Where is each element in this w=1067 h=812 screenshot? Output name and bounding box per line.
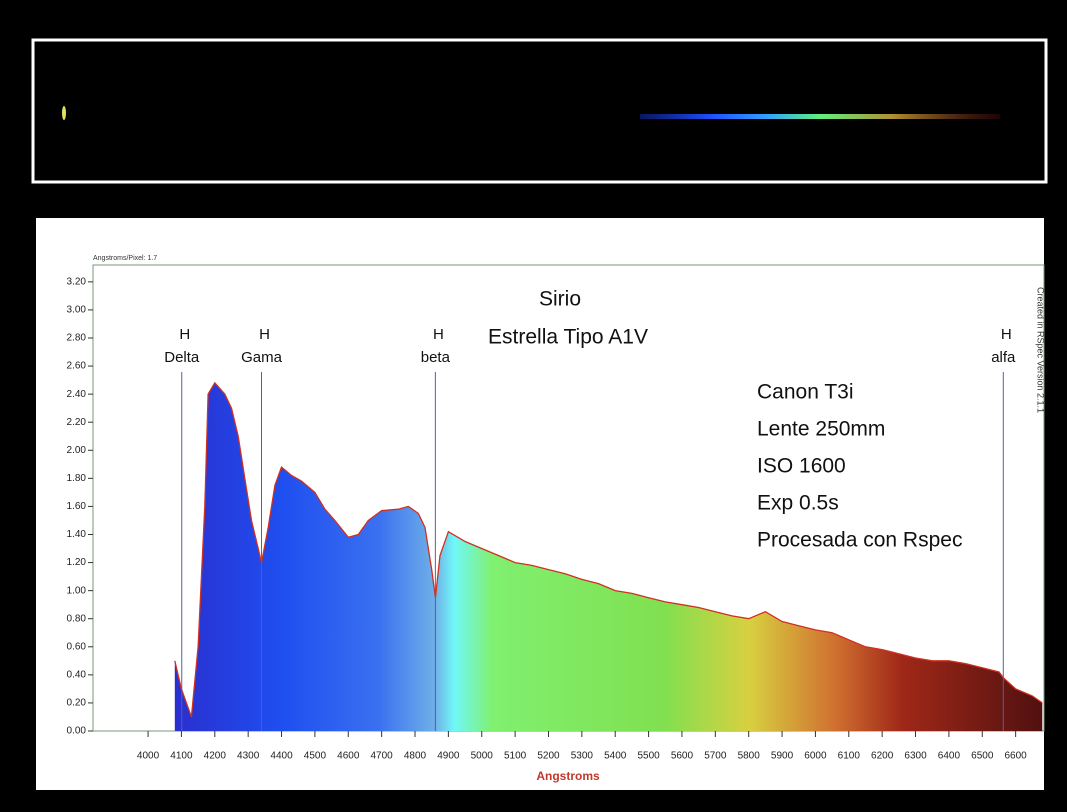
y-tick-label: 0.00: [67, 726, 87, 737]
x-tick-label: 5800: [738, 751, 761, 762]
spectrum-strip: [640, 114, 1000, 119]
y-tick-label: 0.40: [67, 669, 87, 680]
y-tick-label: 2.20: [67, 417, 87, 428]
annotation-label: H: [259, 326, 270, 343]
x-tick-label: 5200: [537, 751, 560, 762]
y-tick-label: 0.60: [67, 641, 87, 652]
annotation-label: beta: [421, 349, 451, 366]
note: ISO 1600: [757, 455, 846, 478]
x-tick-label: 5100: [504, 751, 527, 762]
x-tick-label: 6300: [904, 751, 927, 762]
y-tick-label: 2.60: [67, 361, 87, 372]
y-tick-label: 1.40: [67, 529, 87, 540]
x-tick-label: 5500: [637, 751, 660, 762]
spectrum-image: [31, 38, 1048, 184]
x-tick-label: 5600: [671, 751, 694, 762]
x-tick-label: 5400: [604, 751, 627, 762]
x-axis-label: Angstroms: [536, 769, 600, 783]
plot: 0.00 0.20 0.40 0.60 0.80 1.00 1.20 1.40 1.60 1.80…: [67, 276, 1043, 762]
star-image: [62, 106, 66, 120]
annotation-label: H: [433, 326, 444, 343]
y-tick-label: 2.40: [67, 389, 87, 400]
y-tick-label: 3.00: [67, 305, 87, 316]
y-tick-label: 2.80: [67, 333, 87, 344]
chart-title: Sirio: [539, 288, 581, 311]
y-tick-label: 1.60: [67, 501, 87, 512]
x-tick-label: 5900: [771, 751, 794, 762]
x-tick-label: 6000: [804, 751, 827, 762]
y-tick-label: 1.80: [67, 473, 87, 484]
x-tick-label: 6400: [938, 751, 961, 762]
x-tick-label: 4900: [437, 751, 460, 762]
x-tick-label: 4700: [371, 751, 394, 762]
scale-note: Angstroms/Pixel: 1.7: [93, 255, 157, 262]
x-tick-label: 5300: [571, 751, 594, 762]
x-tick-label: 6100: [838, 751, 861, 762]
x-tick-label: 5700: [704, 751, 727, 762]
note: Canon T3i: [757, 381, 854, 404]
y-tick-label: 2.00: [67, 445, 87, 456]
note: Procesada con Rspec: [757, 529, 962, 552]
credit: Created in RSpec Version 2.1.1: [1036, 287, 1046, 413]
y-tick-label: 1.00: [67, 585, 87, 596]
x-tick-label: 4000: [137, 751, 160, 762]
annotation-label: Gama: [241, 349, 283, 366]
note: Lente 250mm: [757, 418, 885, 441]
spectrum-area: [174, 382, 1043, 731]
note: Exp 0.5s: [757, 492, 839, 515]
y-tick-label: 0.80: [67, 613, 87, 624]
annotation-label: Delta: [164, 349, 200, 366]
y-tick-label: 1.20: [67, 557, 87, 568]
x-tick-label: 6600: [1005, 751, 1028, 762]
annotation-label: H: [179, 326, 190, 343]
x-tick-label: 4800: [404, 751, 427, 762]
y-tick-label: 3.20: [67, 276, 87, 287]
x-tick-label: 4100: [170, 751, 193, 762]
x-tick-label: 6200: [871, 751, 894, 762]
annotation-label: alfa: [991, 349, 1016, 366]
y-tick-label: 0.20: [67, 698, 87, 709]
x-tick-label: 4400: [270, 751, 293, 762]
x-tick-label: 6500: [971, 751, 994, 762]
x-tick-label: 4200: [204, 751, 227, 762]
x-tick-label: 4300: [237, 751, 260, 762]
x-tick-label: 4600: [337, 751, 360, 762]
annotation-label: H: [1001, 326, 1012, 343]
spectrum-line: [174, 381, 1043, 718]
x-tick-label: 5000: [471, 751, 494, 762]
x-tick-label: 4500: [304, 751, 327, 762]
chart-subtitle: Estrella Tipo A1V: [488, 326, 648, 349]
